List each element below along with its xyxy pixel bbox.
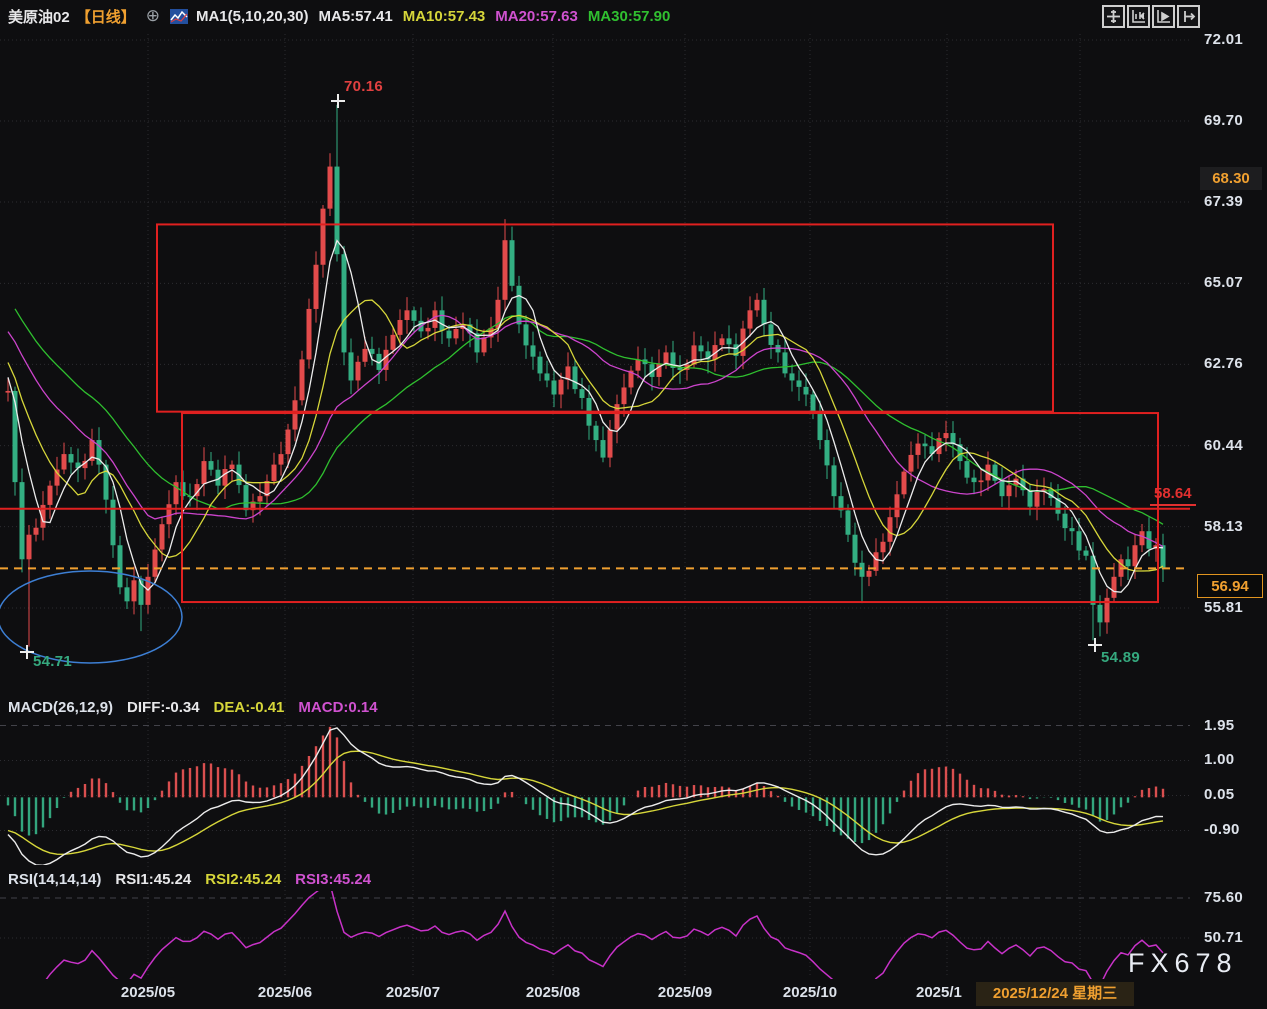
x-axis-month-label: 2025/06 [257,984,313,1001]
settlement-price-label: 68.30 [1200,167,1262,191]
macd-tick-label: -0.90 [1204,821,1240,839]
period-label[interactable]: 【日线】 [75,8,136,26]
jump-to-latest-button[interactable] [1177,5,1200,28]
rsi-tick-label: 75.60 [1204,889,1244,906]
ma20-value: MA20:57.63 [495,7,578,25]
compress-left-button[interactable] [1127,5,1150,28]
last-price-badge: 56.94 [1197,574,1263,599]
y-axis-tick-label: 65.07 [1204,274,1244,292]
y-axis-tick-label: 69.70 [1204,111,1244,129]
crosshair-move-button[interactable] [1102,5,1125,28]
rsi-title: RSI(14,14,14) [8,871,102,888]
ma5-value: MA5:57.41 [318,7,393,25]
x-axis-month-label: 2025/10 [782,984,838,1001]
chart-header: 美原油02 【日线】 ⊕ MA1(5,10,20,30) MA5:57.41 M… [8,4,670,28]
rsi3-value: RSI3:45.24 [295,871,372,888]
macd-tick-label: 0.05 [1204,786,1235,804]
x-axis-month-label: 2025/09 [657,984,713,1001]
candles-layer [5,104,1166,647]
ma-group-label: MA1(5,10,20,30) [195,7,309,25]
y-axis-tick-label: 67.39 [1204,192,1244,210]
macd-macd-value: MACD:0.14 [298,699,378,716]
macd-histogram [6,726,1165,844]
ma-lines-layer [7,239,1164,593]
gridlines [0,34,1190,978]
macd-lines [7,727,1164,865]
watermark: FX678 [1128,948,1238,978]
rsi-header: RSI(14,14,14) RSI1:45.24 RSI2:45.24 RSI3… [8,871,371,888]
macd-tick-label: 1.95 [1204,716,1235,734]
support-level-label: 58.64 [1150,485,1196,506]
y-axis-tick-label: 62.76 [1204,355,1244,373]
x-axis-month-label: 2025/05 [120,984,176,1001]
chart-toolbar [1102,5,1200,28]
chart-type-icon[interactable] [169,8,188,24]
add-indicator-icon[interactable]: ⊕ [145,6,160,25]
play-forward-button[interactable] [1152,5,1175,28]
ma30-value: MA30:57.90 [587,7,671,25]
x-axis-month-label: 2025/08 [525,984,581,1001]
symbol-title: 美原油02 [8,8,70,26]
y-axis-tick-label: 55.81 [1204,599,1244,616]
macd-diff-value: DIFF:-0.34 [127,699,200,716]
macd-header: MACD(26,12,9) DIFF:-0.34 DEA:-0.41 MACD:… [8,699,378,716]
extreme-markers [20,94,1102,659]
ma10-value: MA10:57.43 [402,7,486,25]
drawing-tools-layer[interactable] [0,223,1190,664]
rsi-tick-label: 50.71 [1204,928,1244,946]
macd-title: MACD(26,12,9) [8,699,114,716]
price-annotation: 70.16 [344,78,384,95]
macd-dea-value: DEA:-0.41 [213,699,285,716]
y-axis-tick-label: 60.44 [1204,436,1244,454]
y-axis-tick-label: 58.13 [1204,517,1244,535]
rsi2-value: RSI2:45.24 [205,871,282,888]
macd-tick-label: 1.00 [1204,751,1235,769]
price-annotation: 54.89 [1101,649,1141,666]
rsi1-value: RSI1:45.24 [115,871,192,888]
x-axis-partial-label: 2025/1 [916,984,962,1001]
price-annotation: 54.71 [33,653,73,670]
y-axis-tick-label: 72.01 [1204,31,1244,48]
x-axis-month-label: 2025/07 [385,984,441,1001]
rsi-line [45,891,1164,979]
current-date-badge: 2025/12/24 星期三 [976,982,1134,1006]
